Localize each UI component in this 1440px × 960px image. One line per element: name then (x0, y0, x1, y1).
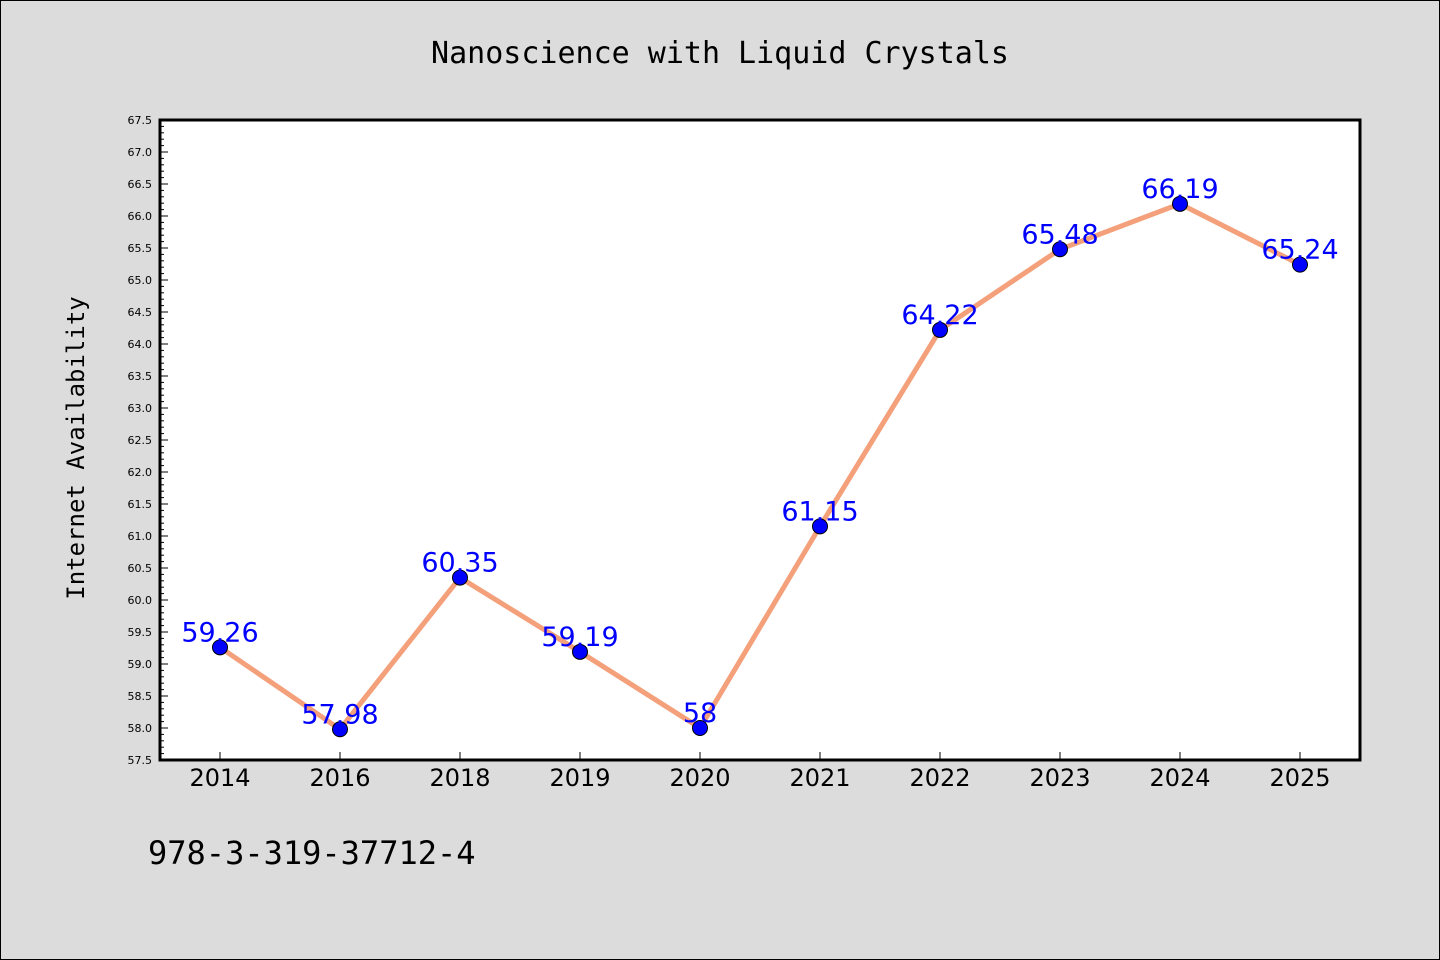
y-tick-label: 62.5 (128, 434, 153, 447)
y-tick-label: 60.0 (128, 594, 153, 607)
y-tick-label: 64.0 (128, 338, 153, 351)
y-tick-label: 63.5 (128, 370, 153, 383)
y-tick-label: 65.5 (128, 242, 153, 255)
data-label: 66.19 (1141, 174, 1218, 205)
y-tick-label: 61.0 (128, 530, 153, 543)
y-tick-label: 60.5 (128, 562, 153, 575)
y-tick-label: 57.5 (128, 754, 153, 767)
data-point (1052, 241, 1068, 258)
x-tick-label: 2024 (1149, 764, 1210, 792)
data-point (332, 721, 348, 738)
data-point (932, 321, 948, 338)
data-point (1292, 256, 1308, 273)
series-line (217, 201, 1303, 732)
data-label: 65.48 (1021, 219, 1098, 250)
x-tick-label: 2014 (189, 764, 250, 792)
data-label: 57.98 (301, 699, 378, 730)
x-tick-label: 2021 (789, 764, 850, 792)
data-label: 65.24 (1261, 235, 1338, 266)
x-axis: 2014 2016 2018 2019 2020 2021 2022 2023 2024 2025 (189, 752, 1331, 792)
data-label: 59.26 (181, 617, 258, 648)
y-tick-label: 61.5 (128, 498, 153, 511)
y-axis: 57.5 58.0 58.5 59.0 59.5 60.0 60.5 61.0 61.5 62.0… (128, 114, 168, 767)
x-tick-label: 2025 (1269, 764, 1330, 792)
data-label: 59.19 (541, 622, 618, 653)
y-tick-label: 62.0 (128, 466, 153, 479)
y-axis-label: Internet Availability (62, 296, 90, 599)
data-point (572, 643, 588, 660)
x-tick-label: 2023 (1029, 764, 1090, 792)
y-tick-label: 58.5 (128, 690, 153, 703)
y-tick-label: 63.0 (128, 402, 153, 415)
y-tick-label: 59.5 (128, 626, 153, 639)
data-point (212, 639, 228, 656)
data-point (452, 569, 468, 586)
y-tick-label: 64.5 (128, 306, 153, 319)
y-tick-label: 67.0 (128, 146, 153, 159)
y-tick-label: 65.0 (128, 274, 153, 287)
data-label: 61.15 (781, 496, 858, 527)
data-label: 58 (683, 698, 717, 729)
data-point (812, 518, 828, 535)
data-series: 59.26 57.98 60.35 59.19 58 61.15 64.22 65.48 66.… (181, 174, 1339, 738)
y-tick-label: 58.0 (128, 722, 153, 735)
y-tick-label: 67.5 (128, 114, 153, 127)
data-point (692, 720, 708, 736)
chart-title: Nanoscience with Liquid Crystals (431, 36, 1009, 71)
plot-frame (158, 118, 1362, 762)
data-point (1172, 195, 1188, 212)
x-tick-label: 2020 (669, 764, 730, 792)
y-tick-label: 59.0 (128, 658, 153, 671)
isbn-footnote: 978-3-319-37712-4 (148, 834, 476, 872)
y-tick-label: 66.0 (128, 210, 153, 223)
x-tick-label: 2022 (909, 764, 970, 792)
plot-area (160, 120, 1360, 760)
data-label: 64.22 (901, 300, 978, 331)
y-tick-label: 66.5 (128, 178, 153, 191)
x-tick-label: 2018 (429, 764, 490, 792)
x-tick-label: 2016 (309, 764, 370, 792)
data-label: 60.35 (421, 548, 498, 579)
x-tick-label: 2019 (549, 764, 610, 792)
